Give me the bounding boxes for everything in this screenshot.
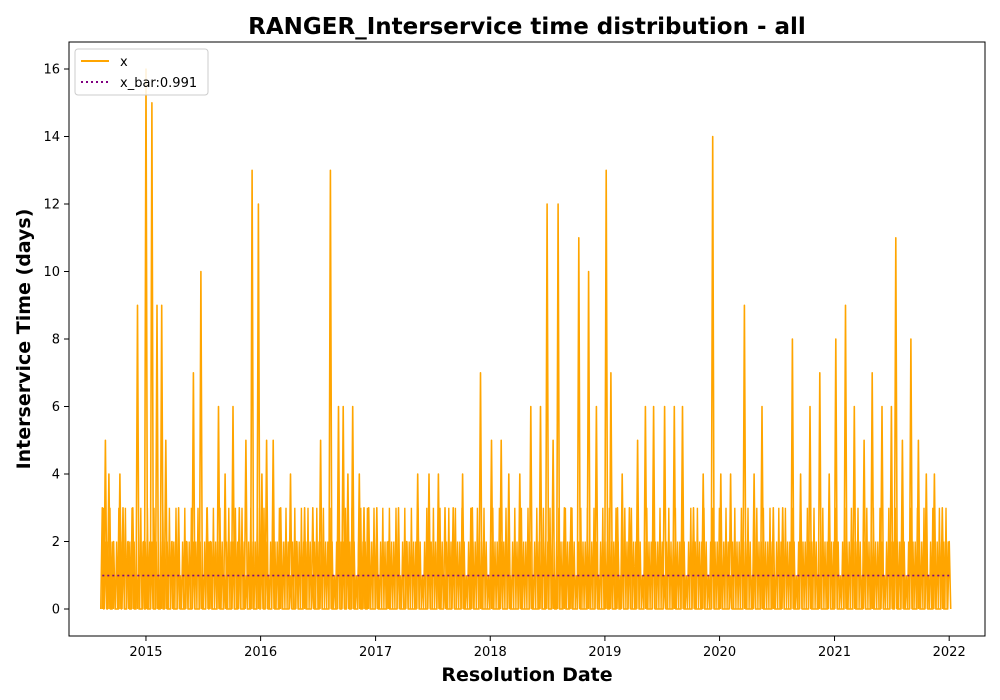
legend-label-x: x bbox=[120, 55, 128, 70]
y-axis-label: Interservice Time (days) bbox=[13, 209, 35, 470]
x-tick-label-7: 2022 bbox=[933, 645, 966, 660]
x-tick-label-0: 2015 bbox=[129, 645, 162, 660]
x-tick-label-1: 2016 bbox=[244, 645, 277, 660]
legend: x x_bar:0.991 bbox=[74, 48, 209, 96]
y-tick-label-0: 0 bbox=[52, 603, 60, 618]
y-tick-label-2: 4 bbox=[52, 468, 60, 483]
y-tick-label-5: 10 bbox=[43, 265, 60, 280]
x-axis-ticks: 2015 2016 2017 2018 2019 2020 2021 2022 bbox=[129, 636, 966, 660]
x-tick-label-2: 2017 bbox=[359, 645, 392, 660]
legend-label-x-bar: x_bar:0.991 bbox=[120, 76, 197, 91]
y-tick-label-1: 2 bbox=[52, 535, 60, 550]
y-tick-label-3: 6 bbox=[52, 400, 60, 415]
y-tick-label-8: 16 bbox=[43, 63, 60, 78]
plot-area bbox=[68, 41, 986, 637]
y-tick-label-7: 14 bbox=[43, 130, 60, 145]
x-tick-label-3: 2018 bbox=[474, 645, 507, 660]
y-tick-label-4: 8 bbox=[52, 333, 60, 348]
y-axis-ticks: 0 2 4 6 8 10 12 14 16 bbox=[43, 63, 69, 618]
series-layer bbox=[100, 68, 952, 610]
x-tick-label-5: 2020 bbox=[703, 645, 736, 660]
x-tick-label-6: 2021 bbox=[818, 645, 851, 660]
x-axis-label: Resolution Date bbox=[441, 664, 612, 686]
x-tick-label-4: 2019 bbox=[588, 645, 621, 660]
series-x-dense-band bbox=[101, 507, 949, 610]
y-tick-label-6: 12 bbox=[43, 198, 60, 213]
chart-title: RANGER_Interservice time distribution - … bbox=[248, 14, 806, 40]
